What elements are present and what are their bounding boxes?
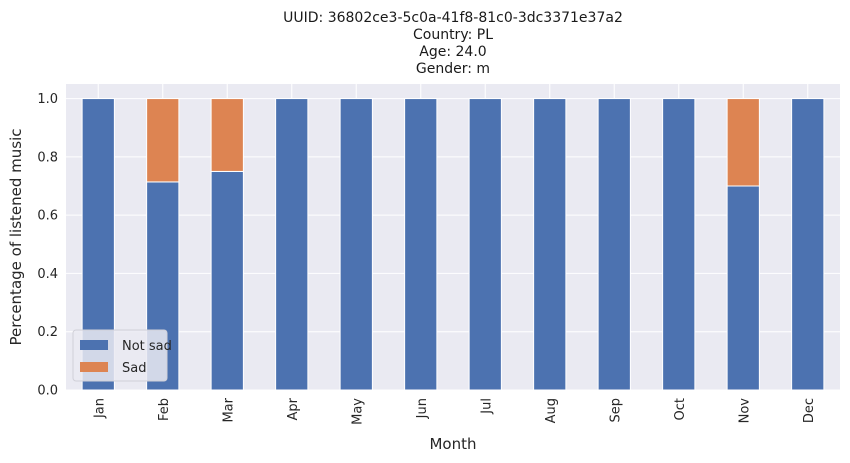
- bar-not-sad-may: [339, 98, 373, 391]
- bar-not-sad-jun: [404, 98, 438, 391]
- legend-box: [72, 329, 168, 382]
- bar-not-sad-apr: [275, 98, 309, 391]
- y-axis-ticks: 0.0 0.2 0.4 0.6 0.8 1.0: [37, 92, 58, 398]
- x-tick-label: Aug: [544, 398, 559, 423]
- y-tick-label: 1.0: [37, 92, 58, 107]
- x-axis-label: Month: [429, 435, 476, 453]
- title-line-1: UUID: 36802ce3-5c0a-41f8-81c0-3dc3371e37…: [283, 10, 623, 26]
- x-tick-label: Feb: [157, 398, 172, 421]
- bar-not-sad-oct: [662, 98, 696, 391]
- title-line-2: Country: PL: [413, 27, 493, 43]
- y-tick-label: 0.8: [37, 150, 58, 165]
- legend-label-not-sad: Not sad: [122, 339, 172, 354]
- y-tick-label: 0.0: [37, 384, 58, 399]
- legend-label-sad: Sad: [122, 361, 146, 376]
- chart-title: UUID: 36802ce3-5c0a-41f8-81c0-3dc3371e37…: [283, 10, 623, 77]
- title-line-4: Gender: m: [416, 61, 490, 77]
- bar-not-sad-sep: [597, 98, 631, 391]
- y-tick-label: 0.4: [37, 267, 58, 282]
- bar-not-sad-jul: [468, 98, 502, 391]
- bar-sad-nov: [726, 98, 760, 187]
- x-tick-label: Oct: [673, 398, 688, 420]
- legend-swatch-sad: [80, 362, 108, 372]
- x-tick-label: Apr: [286, 397, 301, 420]
- x-tick-label: Dec: [802, 398, 817, 423]
- bar-sad-mar: [210, 98, 244, 172]
- bar-sad-feb: [146, 98, 180, 183]
- x-tick-label: Jan: [92, 398, 107, 419]
- x-tick-label: Sep: [608, 398, 623, 423]
- plot-background: [66, 84, 840, 390]
- x-tick-label: Nov: [737, 398, 752, 424]
- bar-not-sad-nov: [726, 185, 760, 391]
- title-line-3: Age: 24.0: [419, 44, 486, 60]
- x-axis-ticks: Jan Feb Mar Apr May Jun Jul Aug Sep Oct Nov Dec: [92, 397, 817, 425]
- x-tick-label: Mar: [221, 397, 236, 422]
- y-tick-label: 0.2: [37, 325, 58, 340]
- x-tick-label: Jun: [415, 398, 430, 419]
- x-tick-label: May: [350, 398, 365, 425]
- legend: Not sad Sad: [72, 329, 172, 382]
- x-tick-label: Jul: [479, 398, 494, 415]
- legend-swatch-not-sad: [80, 340, 108, 350]
- y-tick-label: 0.6: [37, 209, 58, 224]
- bar-not-sad-mar: [210, 170, 244, 391]
- bar-not-sad-dec: [791, 98, 825, 391]
- bars: [81, 98, 825, 391]
- bar-not-sad-aug: [533, 98, 567, 391]
- y-axis-label: Percentage of listened music: [7, 128, 25, 345]
